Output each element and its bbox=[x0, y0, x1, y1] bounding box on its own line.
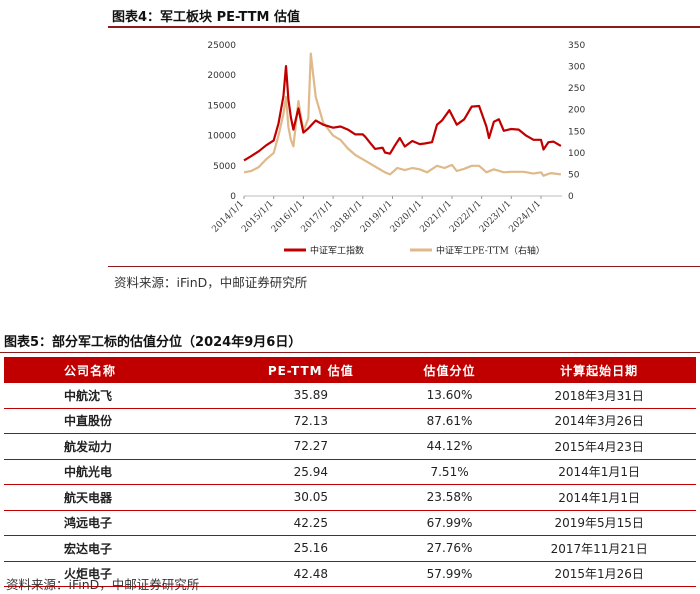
cell-pe-ttm: 35.89 bbox=[224, 383, 397, 409]
cell-percentile: 44.12% bbox=[396, 433, 503, 460]
cell-percentile: 13.60% bbox=[396, 383, 503, 409]
cell-percentile: 57.99% bbox=[396, 561, 503, 587]
figure-source: 资料来源：iFinD，中邮证券研究所 bbox=[114, 275, 308, 290]
table-row: 火炬电子 42.48 57.99% 2015年1月26日 bbox=[4, 561, 696, 587]
cell-pe-ttm: 25.16 bbox=[224, 535, 397, 562]
table-row: 中直股份 72.13 87.61% 2014年3月26日 bbox=[4, 408, 696, 434]
cell-start-date: 2019年5月15日 bbox=[502, 510, 696, 536]
legend-pe-ttm-label: 中证军工PE-TTM（右轴） bbox=[436, 245, 545, 257]
table-row: 航发动力 72.27 44.12% 2015年4月23日 bbox=[4, 433, 696, 460]
cell-pe-ttm: 30.05 bbox=[224, 484, 397, 511]
y-left-tick-label: 0 bbox=[230, 192, 236, 202]
y-right-tick-label: 50 bbox=[568, 170, 580, 180]
table-row: 鸿远电子 42.25 67.99% 2019年5月15日 bbox=[4, 510, 696, 536]
table-title: 图表5：部分军工标的估值分位（2024年9月6日） bbox=[4, 335, 302, 350]
cell-pe-ttm: 25.94 bbox=[224, 459, 397, 485]
table-source: 资料来源：iFinD，中邮证券研究所 bbox=[6, 577, 200, 592]
valuation-percentile-table: 公司名称 PE-TTM 估值 估值分位 计算起始日期 中航沈飞 35.89 13.6… bbox=[4, 357, 696, 587]
cell-company: 中直股份 bbox=[4, 408, 225, 434]
y-right-tick-label: 150 bbox=[568, 127, 585, 137]
y-right-tick-label: 350 bbox=[568, 41, 585, 51]
header-pe-ttm: PE-TTM 估值 bbox=[224, 357, 397, 383]
cell-company: 航天电器 bbox=[4, 484, 225, 511]
cell-start-date: 2018年3月31日 bbox=[502, 383, 696, 409]
header-company: 公司名称 bbox=[4, 357, 225, 383]
military-index-line bbox=[243, 65, 562, 162]
y-right-tick-label: 200 bbox=[568, 106, 585, 116]
cell-pe-ttm: 42.25 bbox=[224, 510, 397, 536]
cell-company: 宏达电子 bbox=[4, 535, 225, 562]
table-row: 航天电器 30.05 23.58% 2014年1月1日 bbox=[4, 484, 696, 511]
table-title-rule bbox=[0, 352, 700, 353]
y-left-tick-label: 15000 bbox=[207, 101, 236, 111]
cell-company: 中航沈飞 bbox=[4, 383, 225, 409]
cell-percentile: 67.99% bbox=[396, 510, 503, 536]
y-right-tick-label: 0 bbox=[568, 192, 574, 202]
header-percentile: 估值分位 bbox=[396, 357, 503, 383]
title-rule bbox=[108, 26, 700, 28]
y-right-tick-label: 250 bbox=[568, 84, 585, 94]
cell-start-date: 2015年1月26日 bbox=[502, 561, 696, 587]
y-left-tick-label: 25000 bbox=[207, 41, 236, 51]
cell-start-date: 2014年1月1日 bbox=[502, 459, 696, 485]
military-index-pe-chart: 0 5000 10000 15000 20000 25000 0 50 100 150 200 250… bbox=[207, 41, 585, 257]
pe-ttm-line bbox=[243, 52, 562, 177]
cell-percentile: 23.58% bbox=[396, 484, 503, 511]
y-left-tick-label: 5000 bbox=[213, 162, 236, 172]
source-rule bbox=[108, 266, 700, 267]
y-left-tick-label: 20000 bbox=[207, 71, 236, 81]
y-right-tick-label: 100 bbox=[568, 149, 585, 159]
cell-start-date: 2017年11月21日 bbox=[502, 535, 696, 562]
cell-percentile: 27.76% bbox=[396, 535, 503, 562]
y-left-tick-label: 10000 bbox=[207, 132, 236, 142]
figure-title: 图表4：军工板块 PE-TTM 估值 bbox=[112, 10, 300, 25]
cell-company: 鸿远电子 bbox=[4, 510, 225, 536]
cell-company: 火炬电子 bbox=[4, 561, 225, 587]
cell-start-date: 2014年1月1日 bbox=[502, 484, 696, 511]
y-right-tick-label: 300 bbox=[568, 63, 585, 73]
cell-pe-ttm: 72.27 bbox=[224, 433, 397, 460]
header-start-date: 计算起始日期 bbox=[502, 357, 696, 383]
cell-start-date: 2015年4月23日 bbox=[502, 433, 696, 460]
table-row: 中航光电 25.94 7.51% 2014年1月1日 bbox=[4, 459, 696, 485]
cell-percentile: 87.61% bbox=[396, 408, 503, 434]
cell-company: 中航光电 bbox=[4, 459, 225, 485]
table-row: 中航沈飞 35.89 13.60% 2018年3月31日 bbox=[4, 383, 696, 409]
figure-4-block: 图表4：军工板块 PE-TTM 估值 0 5000 10000 15000 20000 2… bbox=[108, 0, 700, 300]
cell-percentile: 7.51% bbox=[396, 459, 503, 485]
x-tick-label: 2024/1/1 bbox=[507, 199, 543, 235]
legend-military-index-label: 中证军工指数 bbox=[310, 245, 364, 257]
table-header-row: 公司名称 PE-TTM 估值 估值分位 计算起始日期 bbox=[4, 357, 696, 383]
cell-company: 航发动力 bbox=[4, 433, 225, 460]
table-row: 宏达电子 25.16 27.76% 2017年11月21日 bbox=[4, 535, 696, 562]
cell-pe-ttm: 42.48 bbox=[224, 561, 397, 587]
cell-start-date: 2014年3月26日 bbox=[502, 408, 696, 434]
cell-pe-ttm: 72.13 bbox=[224, 408, 397, 434]
